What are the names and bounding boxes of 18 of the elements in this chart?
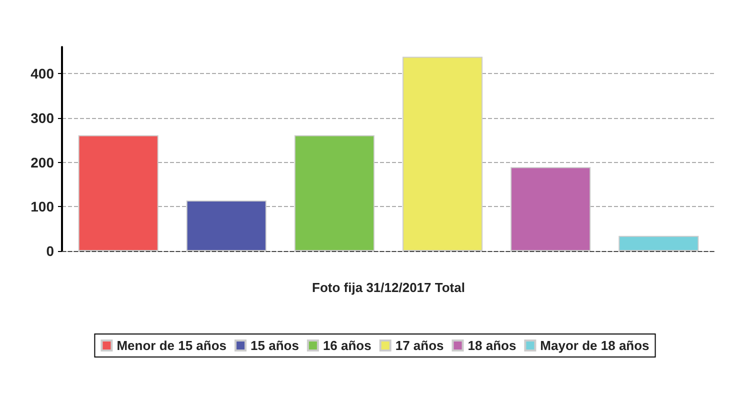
bar xyxy=(78,135,158,251)
legend-label: 16 años xyxy=(322,338,372,353)
legend-label: 18 años xyxy=(468,338,516,353)
legend-label: 17 años xyxy=(395,338,444,353)
bar xyxy=(294,135,374,251)
y-tick-label: 0 xyxy=(46,243,54,259)
y-tick-label: 300 xyxy=(30,110,54,126)
bar xyxy=(186,200,266,251)
legend-label: 15 años xyxy=(250,338,299,353)
legend-label: Menor de 15 años xyxy=(116,338,227,353)
y-tick-label: 200 xyxy=(30,154,54,170)
x-tick-label: Foto fija 31/12/2017 Total xyxy=(312,280,465,295)
y-tick-label: 100 xyxy=(30,198,54,215)
bar xyxy=(510,167,591,251)
bar xyxy=(402,56,483,251)
bar xyxy=(618,236,699,251)
legend-label: Mayor de 18 años xyxy=(540,338,650,353)
y-tick-label: 400 xyxy=(30,66,54,82)
